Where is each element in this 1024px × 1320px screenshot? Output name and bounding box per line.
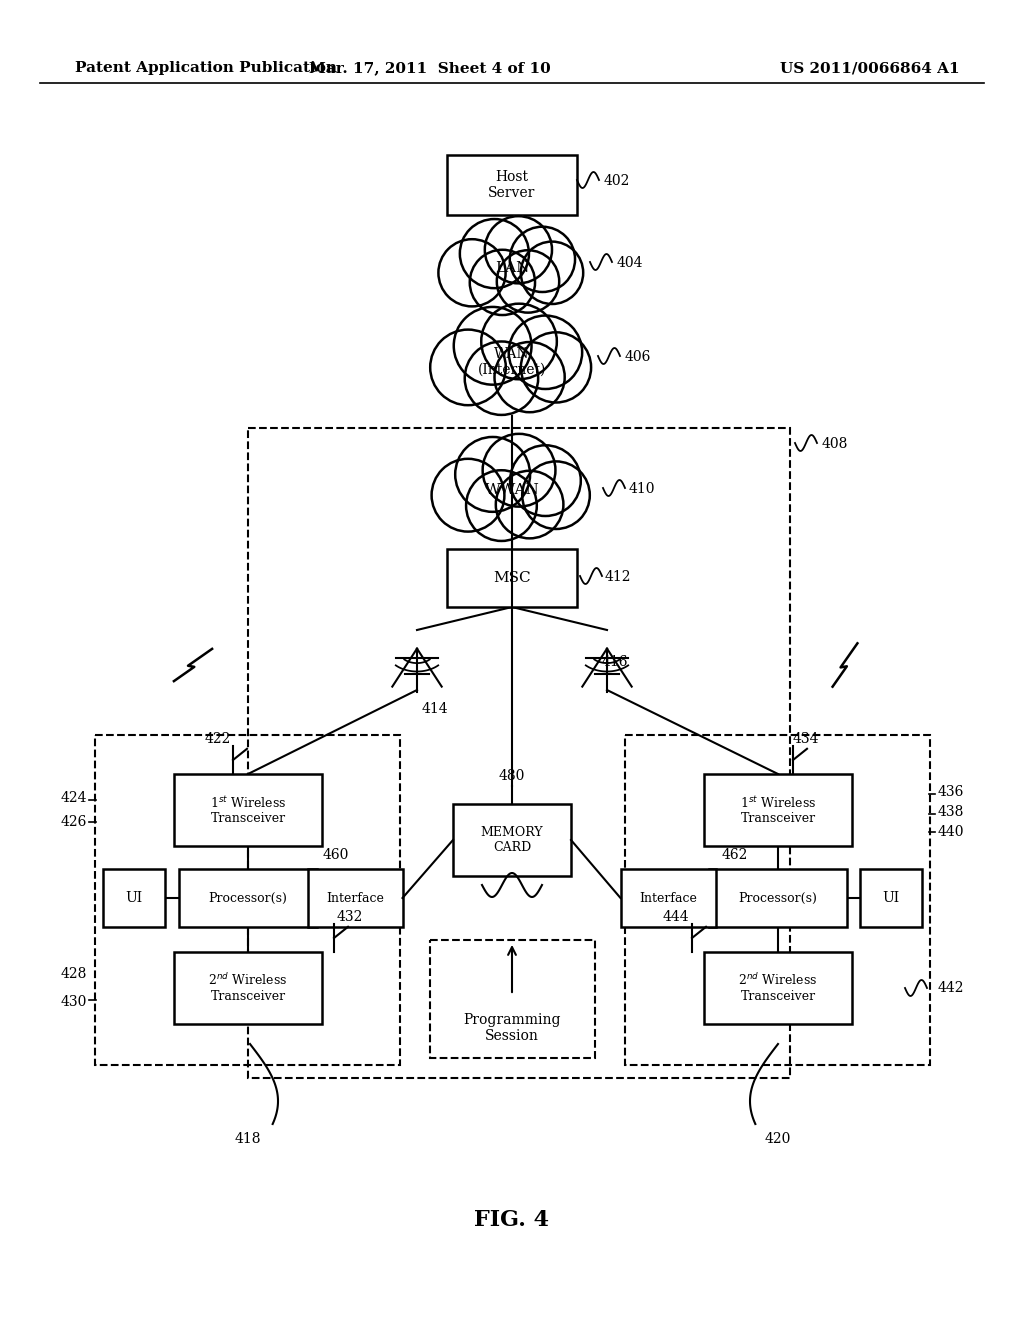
FancyBboxPatch shape (103, 869, 165, 927)
Bar (430, 940, 595, 1059)
Text: 436: 436 (938, 785, 965, 799)
Text: 414: 414 (422, 702, 449, 715)
Text: 460: 460 (323, 847, 349, 862)
Text: Patent Application Publication: Patent Application Publication (75, 61, 337, 75)
Circle shape (496, 471, 563, 539)
FancyBboxPatch shape (179, 869, 317, 927)
Text: 410: 410 (629, 482, 655, 496)
FancyBboxPatch shape (860, 869, 922, 927)
Text: Programming
Session: Programming Session (463, 1012, 561, 1043)
Text: WWAN: WWAN (484, 483, 540, 498)
Bar (625, 735, 930, 1065)
Text: 404: 404 (617, 256, 643, 271)
FancyBboxPatch shape (705, 952, 852, 1024)
Circle shape (522, 462, 590, 529)
Text: LAN: LAN (495, 261, 529, 275)
Text: 428: 428 (60, 968, 87, 981)
Text: UI: UI (125, 891, 142, 906)
Circle shape (431, 459, 505, 532)
Text: 408: 408 (822, 437, 848, 451)
Text: 422: 422 (205, 733, 231, 746)
Circle shape (509, 315, 583, 389)
Text: 462: 462 (722, 847, 748, 862)
Circle shape (465, 342, 539, 414)
Text: 430: 430 (60, 995, 87, 1008)
Text: Interface: Interface (326, 891, 384, 904)
Text: Interface: Interface (639, 891, 697, 904)
Text: Processor(s): Processor(s) (209, 891, 288, 904)
Circle shape (497, 251, 559, 313)
Text: 402: 402 (604, 174, 631, 187)
Text: MSC: MSC (494, 572, 530, 585)
Circle shape (482, 434, 555, 507)
Text: 1$^{st}$ Wireless
Transceiver: 1$^{st}$ Wireless Transceiver (210, 795, 286, 825)
Text: 420: 420 (765, 1133, 792, 1146)
Circle shape (466, 470, 537, 541)
Bar (248, 428, 790, 1078)
Text: 438: 438 (938, 805, 965, 818)
Bar (95, 735, 400, 1065)
Circle shape (510, 445, 581, 516)
Circle shape (510, 227, 575, 292)
Text: 426: 426 (60, 814, 87, 829)
Text: Host
Server: Host Server (488, 170, 536, 201)
Circle shape (454, 308, 531, 384)
Circle shape (521, 333, 591, 403)
Text: MEMORY
CARD: MEMORY CARD (480, 826, 544, 854)
Circle shape (460, 219, 529, 288)
Text: 444: 444 (663, 909, 689, 924)
Text: Processor(s): Processor(s) (738, 891, 817, 904)
Text: 412: 412 (605, 570, 632, 583)
Circle shape (430, 330, 506, 405)
Text: 424: 424 (60, 791, 87, 805)
Circle shape (438, 239, 506, 306)
Text: 480: 480 (499, 770, 525, 783)
FancyBboxPatch shape (447, 549, 577, 607)
Text: 432: 432 (337, 909, 364, 924)
FancyBboxPatch shape (709, 869, 847, 927)
Text: Mar. 17, 2011  Sheet 4 of 10: Mar. 17, 2011 Sheet 4 of 10 (309, 61, 551, 75)
Text: 2$^{nd}$ Wireless
Transceiver: 2$^{nd}$ Wireless Transceiver (738, 973, 817, 1003)
Circle shape (521, 242, 584, 304)
Circle shape (456, 437, 530, 512)
FancyBboxPatch shape (621, 869, 716, 927)
FancyBboxPatch shape (307, 869, 402, 927)
Text: 2$^{nd}$ Wireless
Transceiver: 2$^{nd}$ Wireless Transceiver (208, 973, 288, 1003)
Text: 442: 442 (938, 981, 965, 995)
Text: 1$^{st}$ Wireless
Transceiver: 1$^{st}$ Wireless Transceiver (740, 795, 816, 825)
FancyBboxPatch shape (174, 774, 322, 846)
Text: 406: 406 (625, 350, 651, 364)
FancyBboxPatch shape (447, 154, 577, 215)
Text: UI: UI (883, 891, 899, 906)
Circle shape (484, 216, 552, 284)
Circle shape (470, 249, 535, 315)
Text: 418: 418 (234, 1133, 261, 1146)
Circle shape (495, 342, 564, 412)
FancyBboxPatch shape (174, 952, 322, 1024)
Text: US 2011/0066864 A1: US 2011/0066864 A1 (780, 61, 959, 75)
FancyBboxPatch shape (453, 804, 571, 876)
Text: 440: 440 (938, 825, 965, 840)
Text: 434: 434 (793, 733, 819, 746)
Text: 416: 416 (602, 655, 629, 669)
Circle shape (481, 304, 557, 379)
FancyBboxPatch shape (705, 774, 852, 846)
Text: WAN
(Internet): WAN (Internet) (478, 347, 546, 378)
Text: FIG. 4: FIG. 4 (474, 1209, 550, 1232)
